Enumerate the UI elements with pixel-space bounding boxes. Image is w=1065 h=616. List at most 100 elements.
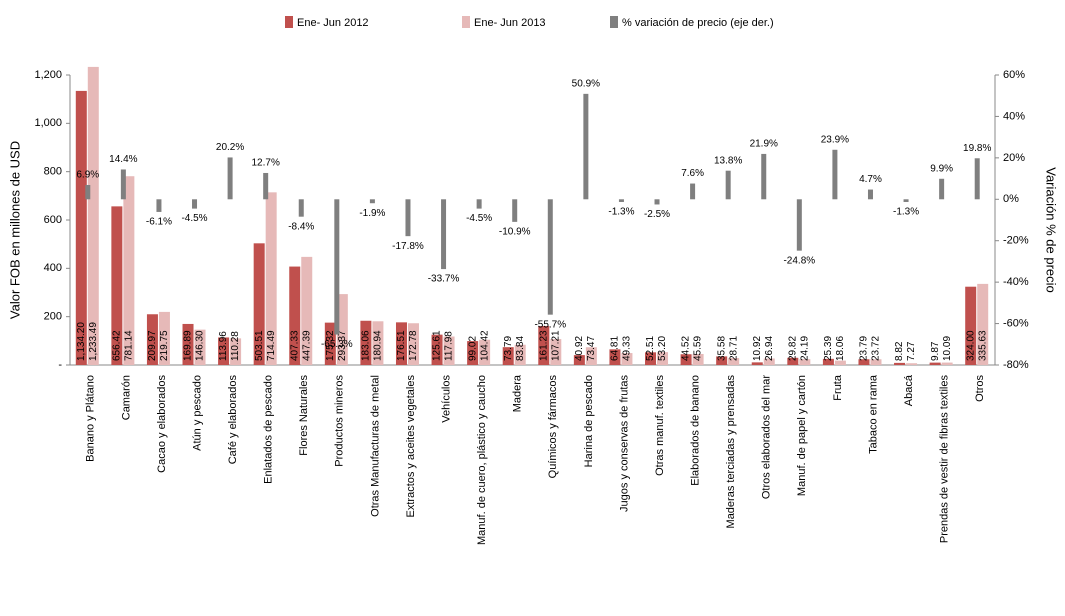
bar xyxy=(372,321,384,365)
data-label: 110.28 xyxy=(230,331,241,361)
bar xyxy=(158,311,170,365)
bar xyxy=(929,362,941,365)
price-bar xyxy=(832,149,838,200)
bar xyxy=(692,353,704,365)
data-label: 180.94 xyxy=(373,330,384,361)
data-label: 1,233.49 xyxy=(88,322,99,361)
data-label: -1.3% xyxy=(893,207,919,218)
bar xyxy=(443,336,455,365)
price-bar xyxy=(867,189,873,200)
price-bar xyxy=(761,153,767,200)
data-label: 12.7% xyxy=(251,158,279,169)
x-tick-label: Manuf. de papel y cartón xyxy=(796,375,808,496)
data-label: 781.14 xyxy=(124,330,135,361)
y-axis-title: Valor FOB en millones de USD xyxy=(7,141,22,319)
bar xyxy=(111,206,123,365)
data-label: 28.71 xyxy=(728,336,739,361)
bar xyxy=(799,359,811,365)
data-label: 20.2% xyxy=(216,142,244,153)
data-label: 19.8% xyxy=(963,143,991,154)
price-bar xyxy=(334,199,340,335)
y2-tick-label: 20% xyxy=(1003,152,1025,164)
data-label: 104.42 xyxy=(479,330,490,361)
data-label: 45.59 xyxy=(693,336,704,361)
bar xyxy=(87,66,99,365)
bar xyxy=(680,354,692,365)
data-label: -65.3% xyxy=(321,339,353,350)
bar xyxy=(822,358,834,365)
data-label: 24.19 xyxy=(799,336,810,361)
data-label: 209.97 xyxy=(147,330,158,361)
price-bar xyxy=(120,169,126,200)
x-tick-label: Otras manuf. textiles xyxy=(654,375,666,476)
bar xyxy=(502,347,514,365)
bar xyxy=(763,358,775,365)
data-label: 73.79 xyxy=(503,336,514,361)
data-label: 50.9% xyxy=(572,78,600,89)
x-tick-label: Productos mineros xyxy=(334,375,346,467)
y2-tick-label: -60% xyxy=(1003,317,1029,329)
bar xyxy=(360,320,372,365)
data-label: 14.4% xyxy=(109,154,137,165)
bar xyxy=(657,352,669,365)
bar xyxy=(787,357,799,365)
bar xyxy=(123,176,135,365)
data-label: 293.37 xyxy=(337,330,348,361)
bar xyxy=(585,347,597,365)
data-label: 13.8% xyxy=(714,155,742,166)
x-tick-label: Fruta xyxy=(832,374,844,401)
bar xyxy=(146,314,158,365)
bar xyxy=(479,339,491,365)
bar xyxy=(609,349,621,365)
data-label: -4.5% xyxy=(181,213,207,224)
bar xyxy=(431,334,443,365)
data-label: 161.23 xyxy=(538,330,549,361)
price-bar xyxy=(618,199,624,202)
data-label: 1,134.20 xyxy=(76,322,87,361)
price-bar xyxy=(263,172,269,200)
y-tick-label: 600 xyxy=(44,214,62,226)
bar xyxy=(965,286,977,365)
x-tick-label: Otras Manufacturas de metal xyxy=(369,375,381,517)
data-label: -33.7% xyxy=(428,274,460,285)
data-label: 125.61 xyxy=(432,330,443,361)
bar xyxy=(407,323,419,365)
price-bar xyxy=(441,199,447,270)
legend-label: Ene- Jun 2013 xyxy=(474,17,546,29)
data-label: 9.87 xyxy=(930,341,941,361)
bar xyxy=(728,358,740,365)
data-label: 49.33 xyxy=(622,336,633,361)
y2-tick-label: -20% xyxy=(1003,235,1029,247)
bar xyxy=(977,283,989,365)
x-tick-label: Abacá xyxy=(903,374,915,406)
x-tick-label: Harina de pescado xyxy=(583,375,595,467)
x-tick-label: Banano y Plátano xyxy=(85,375,97,462)
data-label: -8.4% xyxy=(288,221,314,232)
price-bar xyxy=(227,157,233,200)
data-label: 44.52 xyxy=(681,336,692,361)
data-label: 99.02 xyxy=(467,336,478,361)
data-label: 25.39 xyxy=(823,336,834,361)
y2-tick-label: -80% xyxy=(1003,359,1029,371)
data-label: -1.3% xyxy=(608,207,634,218)
data-label: 18.06 xyxy=(835,336,846,361)
price-bar xyxy=(583,93,589,200)
bar xyxy=(834,360,846,365)
data-label: 23.9% xyxy=(821,134,849,145)
data-label: 52.51 xyxy=(645,336,656,361)
bar xyxy=(645,352,657,365)
x-tick-label: Prendas de vestir de fibras textiles xyxy=(939,375,951,544)
x-tick-label: Otros xyxy=(974,375,986,402)
data-label: 8.82 xyxy=(894,341,905,361)
y-tick-label: - xyxy=(58,359,62,371)
data-label: -24.8% xyxy=(783,255,815,266)
price-bar xyxy=(690,183,696,200)
bar xyxy=(941,362,953,365)
y-tick-label: 800 xyxy=(44,166,62,178)
bar xyxy=(751,362,763,365)
price-bar xyxy=(476,199,482,209)
data-label: 83.84 xyxy=(515,336,526,361)
data-label: 503.51 xyxy=(254,330,265,361)
data-label: 324.00 xyxy=(965,330,976,361)
bar xyxy=(336,294,348,365)
